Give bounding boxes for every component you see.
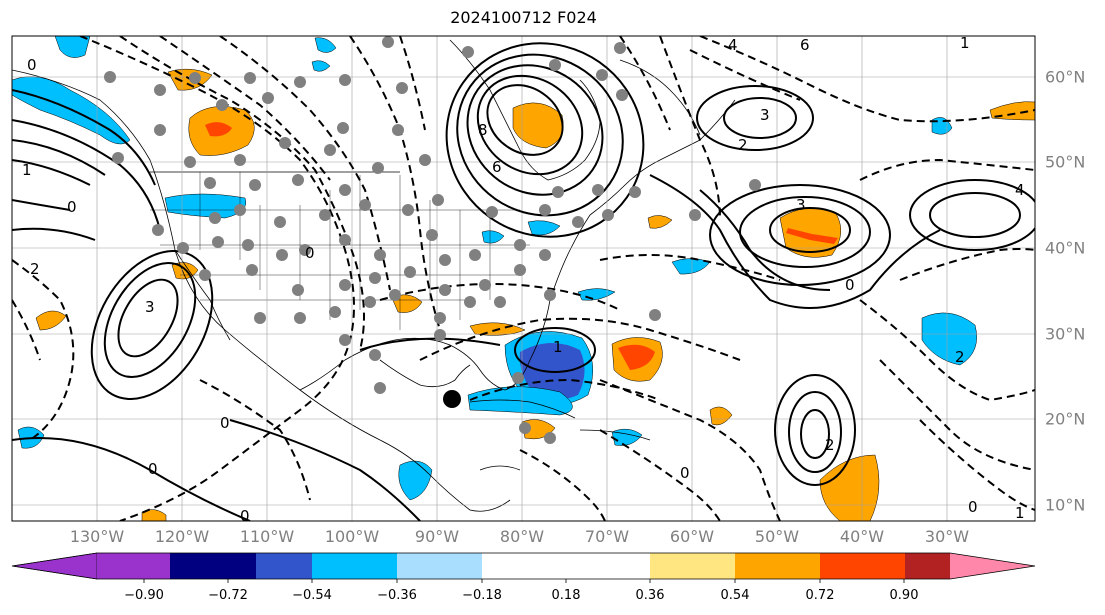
contour-label: 0 — [148, 460, 158, 478]
map-frame — [11, 35, 1036, 522]
colorbar-tick-label: 0.90 — [889, 588, 919, 603]
colorbar-cell — [735, 553, 820, 579]
contour-label: 2 — [738, 136, 748, 154]
contour-label: 0 — [968, 498, 978, 516]
shade-cyan-small — [611, 428, 643, 446]
shade-red-bc — [205, 122, 232, 137]
longitude-label: 120°W — [154, 527, 210, 546]
colorbar-tick-label: 0.36 — [635, 588, 665, 603]
shade-orange-ne — [647, 215, 673, 229]
latitude-label: 20°N — [1045, 409, 1086, 429]
colorbar-cell — [170, 553, 256, 579]
map-content: 0 0 0 0 0 0 0 0 0 2 2 2 2 3 3 3 4 4 6 6 … — [12, 34, 1035, 525]
contour-label: 6 — [800, 36, 810, 54]
shade-orange-small2 — [709, 406, 733, 426]
colorbar-cell — [397, 553, 482, 579]
storm-center-marker — [443, 390, 461, 408]
contour-label: 3 — [796, 196, 806, 214]
colorbar-cell — [650, 553, 735, 579]
longitude-label: 100°W — [324, 527, 380, 546]
shade-cyan-ne — [527, 220, 561, 236]
longitude-label: 30°W — [924, 527, 970, 546]
shaded-fields — [12, 36, 1035, 521]
longitude-label: 130°W — [69, 527, 125, 546]
shade-cyan-east-atl — [921, 312, 977, 366]
shade-cyan-top — [54, 36, 91, 58]
colorbar-tick-label: −0.18 — [462, 588, 502, 603]
colorbar-cell — [905, 553, 950, 579]
colorbar-cell — [97, 553, 182, 579]
latitude-label: 60°N — [1045, 67, 1086, 87]
colorbar-tick-label: 0.18 — [551, 588, 581, 603]
longitude-label: 80°W — [499, 527, 545, 546]
contour-label: 0 — [67, 198, 77, 216]
contour-label: 8 — [478, 121, 488, 139]
colorbar-extend-left — [11, 552, 98, 580]
colorbar-cell — [312, 553, 397, 579]
contour-labels: 0 0 0 0 0 0 0 0 0 2 2 2 2 3 3 3 4 4 6 6 … — [22, 34, 1025, 525]
contour-label: 3 — [760, 106, 770, 124]
latitude-label: 50°N — [1045, 152, 1086, 172]
shade-cyan-ne2 — [481, 230, 505, 244]
colorbar-tick-label: 0.72 — [805, 588, 835, 603]
colorbar-extend-right — [950, 553, 1035, 579]
contour-label: 2 — [955, 348, 965, 366]
contour-label: 0 — [240, 507, 250, 525]
contour-label: 0 — [220, 414, 230, 432]
contour-label: 0 — [305, 244, 315, 262]
colorbar-cell — [482, 553, 650, 579]
latitude-label: 40°N — [1045, 238, 1086, 258]
colorbar-tick-label: −0.72 — [208, 588, 248, 603]
shade-cyan-top3 — [311, 60, 331, 72]
gridlines — [12, 36, 1035, 521]
contour-label: 3 — [145, 298, 155, 316]
positive-contours — [12, 42, 1035, 521]
contour-label: 1 — [553, 338, 563, 356]
latitude-label: 30°N — [1045, 324, 1086, 344]
longitude-label: 90°W — [414, 527, 460, 546]
colorbar-tick-label: −0.36 — [377, 588, 417, 603]
longitude-label: 60°W — [669, 527, 715, 546]
colorbar-tick-label: −0.54 — [292, 588, 332, 603]
longitude-label: 70°W — [584, 527, 630, 546]
contour-label: 0 — [845, 276, 855, 294]
latitude-label: 10°N — [1045, 495, 1086, 515]
colorbar — [11, 552, 1036, 583]
contour-label: 6 — [492, 158, 502, 176]
contour-label: 2 — [825, 436, 835, 454]
contour-label: 1 — [1015, 504, 1025, 522]
plot-title: 2024100712 F024 — [450, 8, 597, 27]
longitude-label: 40°W — [839, 527, 885, 546]
contour-label: 4 — [728, 36, 738, 54]
longitude-label: 110°W — [239, 527, 295, 546]
longitude-label: 50°W — [754, 527, 800, 546]
contour-label: 2 — [30, 260, 40, 278]
colorbar-tick-label: −0.90 — [124, 588, 164, 603]
contour-label: 0 — [27, 56, 37, 74]
shade-red-atl — [786, 228, 838, 244]
shade-red-carib — [618, 344, 655, 370]
contour-label: 0 — [680, 464, 690, 482]
contour-label: 1 — [960, 34, 970, 52]
colorbar-cell — [820, 553, 905, 579]
shade-cyan-top2 — [314, 37, 337, 53]
colorbar-cell — [650, 553, 651, 579]
station-dots — [104, 36, 761, 444]
contour-label: 4 — [1015, 181, 1025, 199]
shade-cyan-centam — [398, 460, 433, 501]
contour-label: 1 — [22, 161, 32, 179]
negative-contours — [12, 36, 1035, 521]
colorbar-tick-label: 0.54 — [720, 588, 750, 603]
shade-orange-tx — [391, 294, 423, 313]
